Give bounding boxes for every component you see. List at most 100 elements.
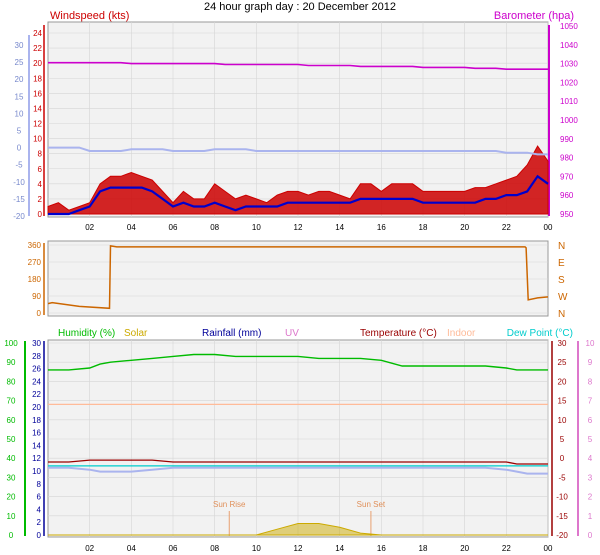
graph-title: 24 hour graph day : 20 December 2012 [204, 1, 396, 13]
sunset-label: Sun Set [357, 500, 386, 509]
humidity-tick-label: 50 [7, 435, 16, 444]
rain-tick-label: 10 [32, 467, 41, 476]
baro-tick-label: 1020 [560, 78, 578, 87]
temperature-series [48, 459, 548, 465]
legend-indoor: Indoor [447, 328, 476, 339]
baro-tick-label: 1030 [560, 60, 578, 69]
uv-tick-label: 6 [588, 416, 593, 425]
temp-tick-label-right: 30 [558, 339, 567, 348]
env-x-tick: 08 [210, 544, 219, 553]
legend-rainfall: Rainfall (mm) [202, 328, 261, 339]
humidity-tick-label: 100 [4, 339, 18, 348]
rain-tick-label: 12 [32, 454, 41, 463]
environment-panel: 0102030405060708090100024681012141618202… [4, 328, 595, 553]
rain-tick-label: 14 [32, 441, 41, 450]
wind-x-tick: 14 [335, 223, 344, 232]
wind-x-tick: 04 [127, 223, 136, 232]
humidity-tick-label: 30 [7, 473, 16, 482]
env-x-tick: 04 [127, 544, 136, 553]
baro-tick-label: 1050 [560, 22, 578, 31]
env-x-tick: 16 [377, 544, 386, 553]
temp-tick-label-right: 0 [560, 454, 565, 463]
temp-tick-label-right: -20 [556, 531, 568, 540]
legend-dewpoint: Dew Point (°C) [507, 328, 573, 339]
rain-tick-label: 0 [37, 531, 42, 540]
temp-tick-label-right: 15 [558, 397, 567, 406]
env-x-tick: 22 [502, 544, 511, 553]
direction-series [47, 245, 549, 310]
temp-tick-label-right: -5 [558, 473, 566, 482]
baro-tick-label: 960 [560, 191, 574, 200]
rain-tick-label: 22 [32, 390, 41, 399]
baro-tick-label: 1040 [560, 41, 578, 50]
temp-tick-label: -5 [15, 161, 23, 170]
wind-x-tick: 08 [210, 223, 219, 232]
sunrise-label: Sun Rise [213, 500, 246, 509]
baro-series [48, 61, 548, 70]
wind-axis-label: Windspeed (kts) [50, 10, 129, 22]
wind-tick-label: 4 [38, 180, 43, 189]
temp-tick-label: 30 [15, 41, 24, 50]
uv-tick-label: 9 [588, 358, 593, 367]
env-x-tick: 06 [169, 544, 178, 553]
uv-tick-label: 1 [588, 512, 593, 521]
wind-tick-label: 6 [38, 165, 43, 174]
direction-tick-label: 0 [37, 309, 42, 318]
temp-tick-label-right: 25 [558, 358, 567, 367]
env-x-tick: 20 [460, 544, 469, 553]
gust-series [47, 145, 549, 215]
baro-tick-label: 980 [560, 154, 574, 163]
rain-tick-label: 26 [32, 365, 41, 374]
wind-x-tick: 00 [544, 223, 553, 232]
wind-x-tick: 10 [252, 223, 261, 232]
compass-label: E [558, 258, 565, 269]
humidity-tick-label: 20 [7, 493, 16, 502]
humidity-tick-label: 60 [7, 416, 16, 425]
uv-tick-label: 7 [588, 397, 593, 406]
direction-tick-label: 90 [32, 292, 41, 301]
rain-tick-label: 6 [37, 493, 42, 502]
temp-tick-label-right: -10 [556, 493, 568, 502]
wind-x-tick: 20 [460, 223, 469, 232]
temp-tick-label: -20 [13, 212, 25, 221]
baro-axis-label: Barometer (hpa) [494, 10, 574, 22]
uv-tick-label: 3 [588, 473, 593, 482]
wind-tick-label: 24 [33, 29, 42, 38]
wind-tick-label: 12 [33, 120, 42, 129]
rain-tick-label: 20 [32, 403, 41, 412]
uv-tick-label: 8 [588, 377, 593, 386]
wind-x-tick: 12 [294, 223, 303, 232]
rain-tick-label: 2 [37, 518, 42, 527]
rain-tick-label: 4 [37, 505, 42, 514]
env-x-tick: 10 [252, 544, 261, 553]
wind-x-tick: 18 [419, 223, 428, 232]
temp-tick-label: 25 [15, 58, 24, 67]
rain-tick-label: 18 [32, 416, 41, 425]
env-x-tick: 02 [85, 544, 94, 553]
uv-tick-label: 10 [586, 339, 595, 348]
temp-tick-label-right: 5 [560, 435, 565, 444]
rain-tick-label: 28 [32, 352, 41, 361]
direction-tick-label: 180 [28, 275, 42, 284]
rain-tick-label: 30 [32, 339, 41, 348]
compass-label: W [558, 292, 568, 303]
humidity-tick-label: 10 [7, 512, 16, 521]
humidity-tick-label: 0 [9, 531, 14, 540]
temp-tick-label: 20 [15, 75, 24, 84]
baro-tick-label: 950 [560, 210, 574, 219]
temp-tick-label: -15 [13, 195, 25, 204]
baro-tick-label: 1010 [560, 97, 578, 106]
baro-tick-label: 990 [560, 135, 574, 144]
compass-label: S [558, 275, 565, 286]
wind-x-tick: 16 [377, 223, 386, 232]
wind-x-tick: 02 [85, 223, 94, 232]
temp-tick-label-right: 10 [558, 416, 567, 425]
wind-tick-label: 2 [38, 195, 43, 204]
env-x-tick: 12 [294, 544, 303, 553]
humidity-tick-label: 80 [7, 377, 16, 386]
wind-panel: 024681012141618202224-20-15-10-505101520… [13, 10, 578, 232]
wind-tick-label: 10 [33, 135, 42, 144]
wind-tick-label: 14 [33, 104, 42, 113]
legend-temperature: Temperature (°C) [360, 328, 437, 339]
